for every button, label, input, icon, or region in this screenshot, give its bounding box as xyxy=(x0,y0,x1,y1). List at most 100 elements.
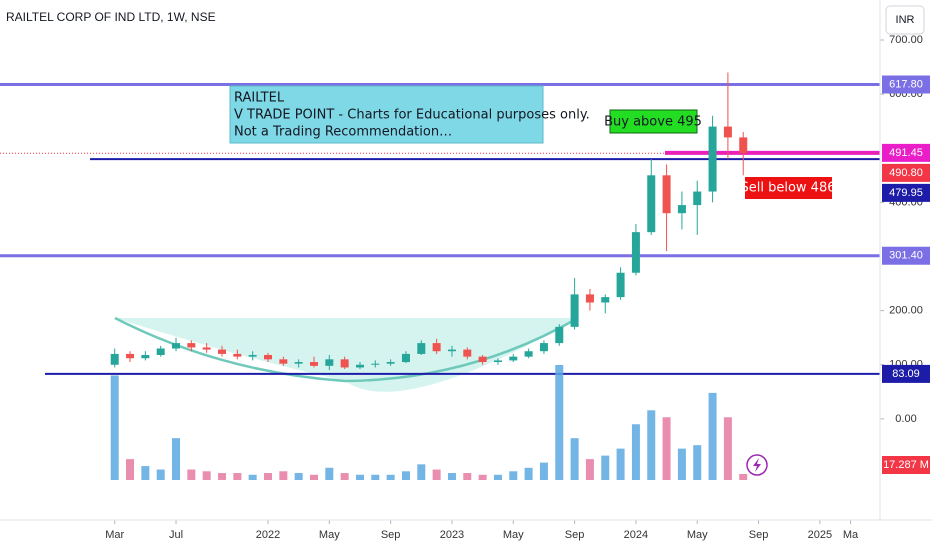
volume-bar xyxy=(141,466,150,480)
candle-body xyxy=(141,355,150,359)
candle-body xyxy=(126,353,135,359)
candle-body xyxy=(585,294,594,303)
buy-box xyxy=(609,109,698,134)
info-box xyxy=(229,85,544,144)
level-label: 490.80 xyxy=(889,167,923,179)
candle-body xyxy=(447,349,456,352)
level-label: 83.09 xyxy=(892,368,920,380)
candle-body xyxy=(693,191,702,206)
volume-bar xyxy=(616,448,625,480)
volume-bar xyxy=(126,459,135,480)
volume-bar xyxy=(631,424,640,480)
candle-body xyxy=(279,359,288,364)
alert-bolt xyxy=(753,458,761,472)
volume-bar xyxy=(447,473,456,480)
x-tick-label: Sep xyxy=(381,529,401,541)
candle-body xyxy=(555,326,564,344)
x-tick-label: May xyxy=(687,529,708,541)
volume-bar xyxy=(493,474,502,480)
volume-bar xyxy=(156,469,165,480)
candle-body xyxy=(463,349,472,357)
level-label: 491.45 xyxy=(889,147,923,159)
x-tick-label: 2022 xyxy=(256,529,280,541)
candle-body xyxy=(294,362,303,364)
candle-body xyxy=(371,363,380,365)
volume-bar xyxy=(279,471,288,480)
cup-curve xyxy=(114,316,579,383)
y-tick-label: 200.00 xyxy=(889,305,923,317)
level-label-bg xyxy=(882,364,930,383)
volume-bar xyxy=(677,448,686,480)
volume-bar xyxy=(708,392,717,480)
volume-bar xyxy=(325,467,334,480)
candle-body xyxy=(524,351,533,357)
level-label-bg xyxy=(882,163,930,182)
volume-bar xyxy=(539,462,548,480)
candle-body xyxy=(172,343,181,349)
candle-body xyxy=(616,272,625,298)
x-tick-label: Mar xyxy=(105,529,124,541)
level-label-bg xyxy=(882,143,930,162)
volume-bar xyxy=(570,438,579,480)
volume-label-bg xyxy=(882,456,930,474)
x-tick-label: May xyxy=(503,529,524,541)
candle-body xyxy=(662,175,671,214)
volume-bar xyxy=(264,473,272,480)
candle-body xyxy=(417,343,426,354)
candle-body xyxy=(233,353,242,357)
candle-body xyxy=(739,137,748,154)
volume-bar xyxy=(309,474,318,480)
volume-bar xyxy=(509,471,518,480)
volume-bar xyxy=(524,467,533,480)
x-tick-label: Ma xyxy=(843,529,859,541)
level-label: 479.95 xyxy=(889,187,923,199)
candle-body xyxy=(570,294,579,327)
sell-text: Sell below 486 xyxy=(741,181,836,196)
candle-body xyxy=(493,360,502,363)
currency-label[interactable]: INR xyxy=(896,14,915,26)
volume-bar xyxy=(371,474,380,480)
volume-bar xyxy=(432,469,441,480)
candle-body xyxy=(202,347,211,350)
info-text: V TRADE POINT - Charts for Educational p… xyxy=(234,108,590,123)
candle-body xyxy=(677,205,686,214)
volume-bar xyxy=(693,445,702,480)
candle-body xyxy=(248,355,257,357)
volume-bar xyxy=(601,455,610,480)
x-tick-label: Sep xyxy=(749,529,769,541)
volume-bar xyxy=(187,469,196,480)
x-tick-label: Jul xyxy=(169,529,183,541)
info-text: RAILTEL xyxy=(234,91,285,106)
candle-body xyxy=(218,349,227,354)
y-tick-label: 0.00 xyxy=(895,413,916,425)
candle-body xyxy=(309,362,318,366)
candle-body xyxy=(156,348,165,356)
volume-bar xyxy=(478,474,487,480)
chart-title: RAILTEL CORP OF IND LTD, 1W, NSE xyxy=(6,10,216,24)
volume-bar xyxy=(110,375,119,480)
x-tick-label: Sep xyxy=(565,529,585,541)
x-tick-label: 2024 xyxy=(624,529,648,541)
candle-body xyxy=(631,232,640,273)
candle-body xyxy=(355,364,364,368)
volume-bar xyxy=(172,438,181,480)
level-label-bg xyxy=(882,246,930,265)
candle-body xyxy=(110,353,119,365)
currency-button[interactable] xyxy=(885,5,925,35)
candle-body xyxy=(432,343,441,352)
volume-bar xyxy=(555,365,564,480)
volume-bar xyxy=(202,471,211,480)
candle-body xyxy=(264,355,272,360)
sell-box xyxy=(745,177,832,199)
candle-body xyxy=(539,343,548,352)
candle-body xyxy=(509,356,518,361)
volume-bar xyxy=(463,473,472,480)
volume-bar xyxy=(723,417,732,480)
volume-bar xyxy=(233,473,242,480)
candle-body xyxy=(647,175,656,233)
candle-body xyxy=(478,356,487,363)
volume-bar xyxy=(662,417,671,480)
info-text: Not a Trading Recommendation… xyxy=(234,125,452,140)
